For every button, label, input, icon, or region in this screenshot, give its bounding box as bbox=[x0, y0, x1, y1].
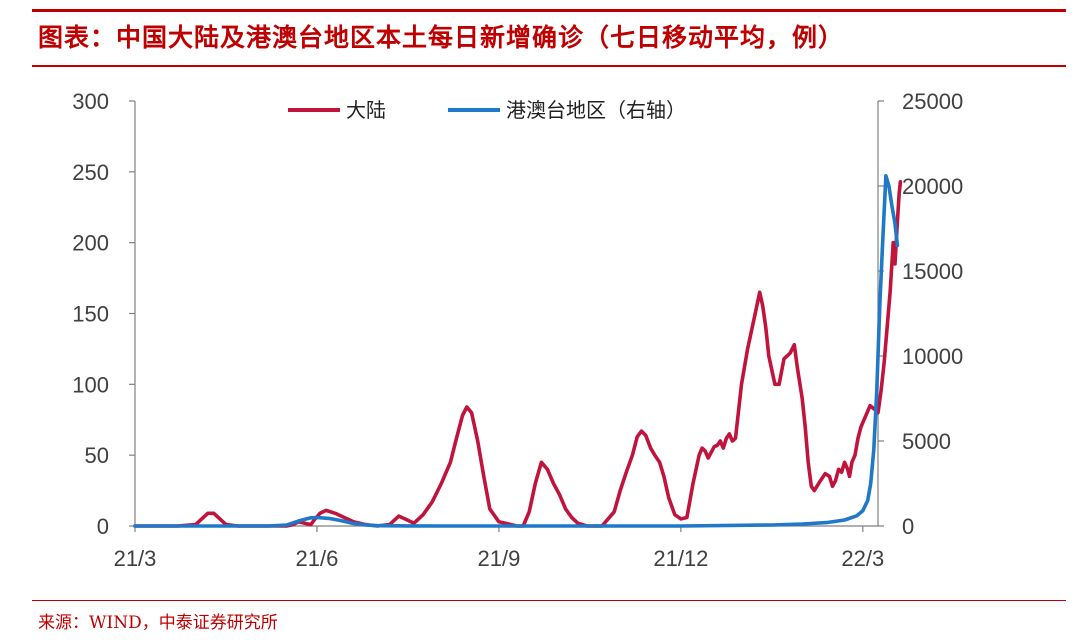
y-left-tick-label: 300 bbox=[72, 89, 109, 114]
chart-legend: 大陆 港澳台地区（右轴） bbox=[288, 98, 686, 122]
y-left-tick-label: 150 bbox=[72, 302, 109, 327]
chart-lines bbox=[133, 174, 903, 528]
legend-label: 港澳台地区（右轴） bbox=[506, 98, 686, 122]
x-tick-label: 21/9 bbox=[478, 546, 521, 571]
title-rule bbox=[32, 65, 1066, 67]
y-right-tick-label: 20000 bbox=[902, 174, 963, 199]
top-rule bbox=[32, 9, 1066, 12]
y-left-tick-label: 250 bbox=[72, 160, 109, 185]
source-note: 来源：WIND，中泰证券研究所 bbox=[38, 613, 278, 633]
chart-axes: 0 50 100 150 200 250 300 0 5000 10000 15000 20000 25… bbox=[72, 89, 963, 571]
x-tick-label: 22/3 bbox=[841, 546, 884, 571]
chart-title: 图表：中国大陆及港澳台地区本土每日新增确诊（七日移动平均，例） bbox=[38, 23, 845, 52]
y-right-tick-label: 0 bbox=[902, 514, 914, 539]
footer-rule bbox=[32, 600, 1066, 601]
y-left-tick-label: 100 bbox=[72, 372, 109, 397]
series-line-mainland bbox=[133, 180, 903, 528]
y-left-tick-label: 50 bbox=[85, 443, 109, 468]
y-right-tick-label: 25000 bbox=[902, 89, 963, 114]
y-right-tick-label: 10000 bbox=[902, 344, 963, 369]
y-right-tick-label: 5000 bbox=[902, 429, 951, 454]
x-tick-label: 21/12 bbox=[653, 546, 708, 571]
line-chart: 0 50 100 150 200 250 300 0 5000 10000 15000 20000 25… bbox=[72, 89, 963, 571]
y-left-tick-label: 0 bbox=[97, 514, 109, 539]
y-left-tick-label: 200 bbox=[72, 231, 109, 256]
series-line-hk-macau-tw bbox=[133, 174, 900, 528]
x-tick-label: 21/6 bbox=[296, 546, 339, 571]
y-right-tick-label: 15000 bbox=[902, 259, 963, 284]
x-tick-label: 21/3 bbox=[114, 546, 157, 571]
legend-label: 大陆 bbox=[346, 98, 386, 122]
